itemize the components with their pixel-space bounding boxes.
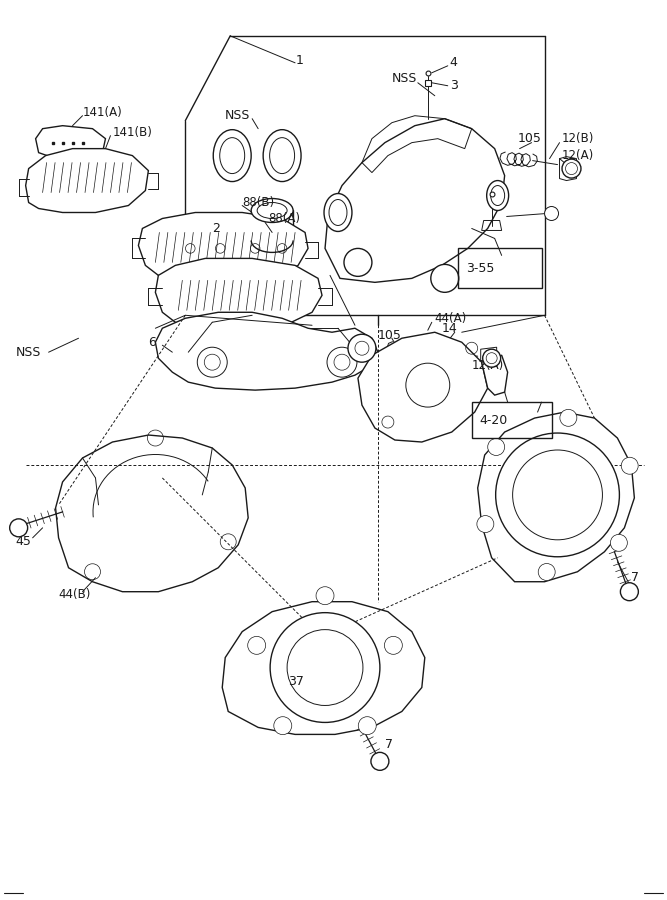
Circle shape (358, 716, 376, 734)
Text: 45: 45 (15, 536, 31, 548)
Circle shape (562, 159, 581, 178)
Text: 141(B): 141(B) (113, 126, 152, 140)
Polygon shape (155, 312, 378, 390)
Ellipse shape (251, 199, 293, 222)
Text: 37: 37 (288, 675, 304, 688)
Text: 12(B): 12(B) (562, 132, 594, 145)
Circle shape (538, 563, 555, 580)
Text: NSS: NSS (15, 346, 41, 359)
Polygon shape (325, 119, 505, 283)
Text: 44(B): 44(B) (59, 589, 91, 601)
Text: 88(A): 88(A) (268, 212, 300, 225)
Circle shape (620, 582, 638, 600)
Circle shape (270, 613, 380, 723)
Text: 7: 7 (632, 572, 640, 584)
Circle shape (488, 438, 505, 455)
Polygon shape (358, 332, 488, 442)
Text: 1: 1 (296, 54, 304, 68)
Text: 88(B): 88(B) (242, 196, 274, 209)
Circle shape (406, 364, 450, 407)
Ellipse shape (487, 181, 509, 211)
Text: 105: 105 (518, 132, 542, 145)
Circle shape (247, 636, 265, 654)
Text: 14: 14 (442, 322, 458, 335)
Circle shape (483, 349, 501, 367)
Circle shape (316, 587, 334, 605)
Text: 2: 2 (212, 222, 220, 235)
Circle shape (513, 450, 602, 540)
Circle shape (344, 248, 372, 276)
Text: 6: 6 (148, 336, 156, 348)
Polygon shape (35, 126, 105, 158)
Ellipse shape (324, 194, 352, 231)
Text: 4: 4 (450, 57, 458, 69)
Circle shape (431, 265, 459, 292)
Circle shape (496, 433, 620, 557)
Text: 12(A): 12(A) (472, 359, 504, 372)
Text: 105: 105 (378, 328, 402, 342)
Text: 12(A): 12(A) (562, 149, 594, 162)
Polygon shape (55, 435, 248, 591)
Text: 4-20: 4-20 (480, 414, 508, 427)
Circle shape (384, 636, 402, 654)
Text: 7: 7 (385, 738, 393, 751)
Circle shape (274, 716, 291, 734)
Polygon shape (155, 258, 322, 332)
Circle shape (197, 347, 227, 377)
Circle shape (371, 752, 389, 770)
Text: 3: 3 (450, 79, 458, 93)
Polygon shape (139, 212, 308, 285)
Polygon shape (478, 412, 634, 581)
Circle shape (560, 410, 577, 427)
Circle shape (10, 519, 27, 536)
Text: NSS: NSS (392, 72, 418, 86)
Circle shape (544, 206, 558, 220)
Polygon shape (482, 356, 508, 395)
Circle shape (287, 630, 363, 706)
Text: NSS: NSS (225, 109, 251, 122)
Text: 44(A): 44(A) (435, 311, 467, 325)
Polygon shape (222, 602, 425, 734)
Circle shape (477, 516, 494, 533)
Circle shape (621, 457, 638, 474)
Circle shape (348, 334, 376, 362)
Circle shape (610, 535, 628, 552)
Circle shape (327, 347, 357, 377)
Text: 141(A): 141(A) (83, 106, 122, 119)
Text: 3-55: 3-55 (466, 262, 494, 274)
Polygon shape (25, 148, 148, 212)
